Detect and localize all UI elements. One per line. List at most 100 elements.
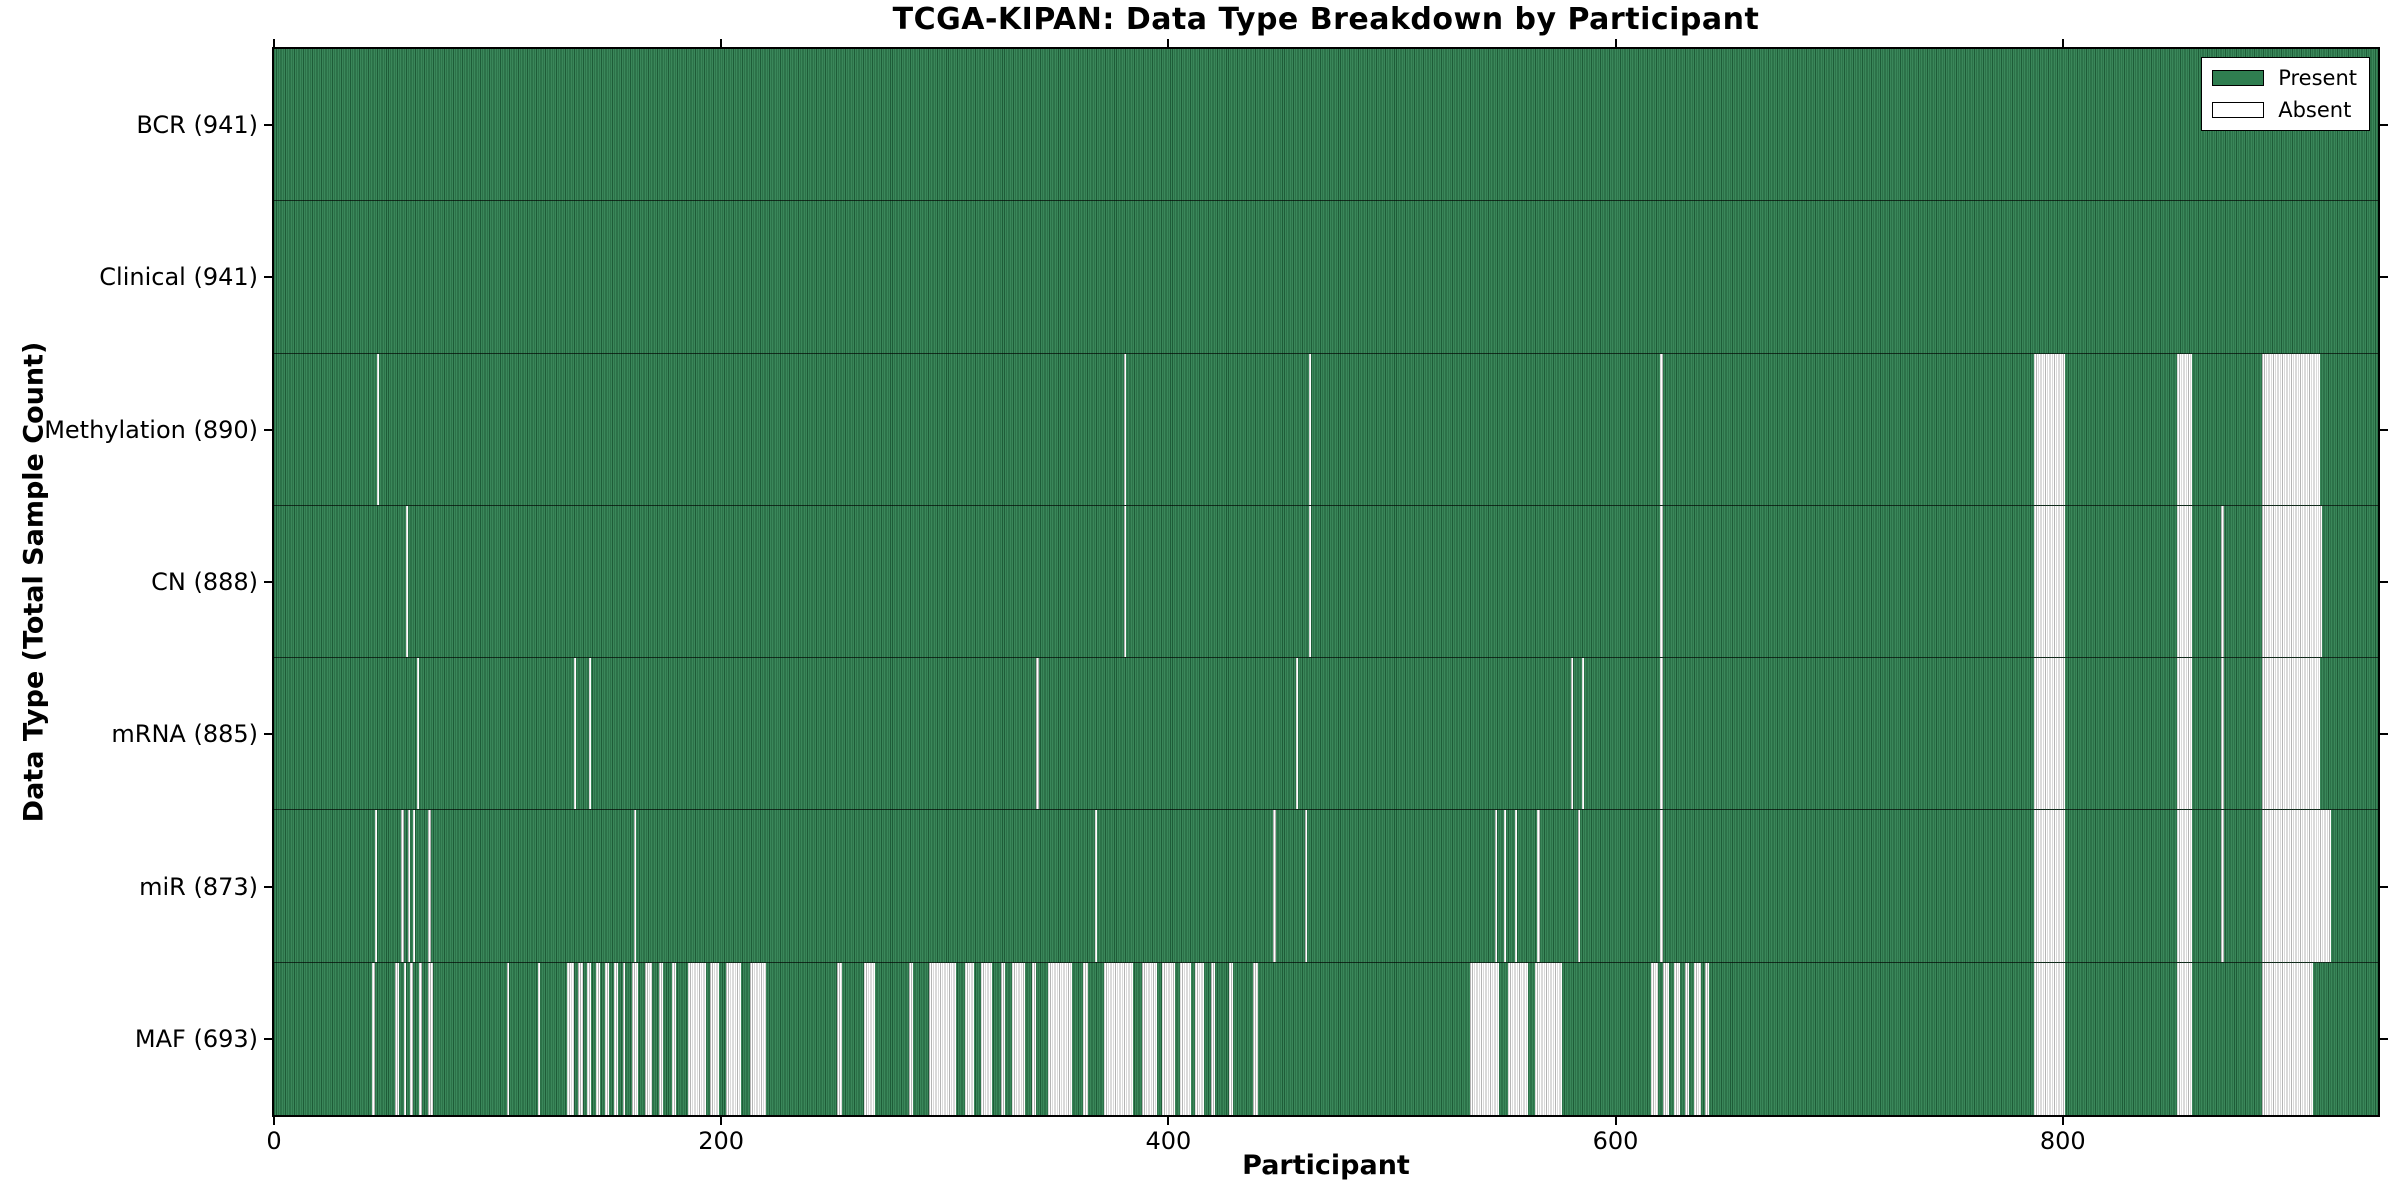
x-tick-label: 400 — [1145, 1127, 1192, 1155]
x-tick-mark — [1167, 39, 1170, 47]
absent-segment — [412, 810, 415, 962]
absent-segment — [1094, 810, 1097, 962]
absent-segment — [631, 962, 639, 1115]
x-tick-label: 800 — [2039, 1127, 2086, 1155]
absent-segment — [405, 505, 409, 658]
absent-segment — [1508, 962, 1529, 1115]
absent-segment — [837, 962, 842, 1115]
absent-segment — [566, 962, 574, 1115]
y-tick-mark — [2380, 276, 2388, 279]
absent-segment — [1103, 962, 1133, 1115]
legend-label-present: Present — [2278, 66, 2357, 90]
x-tick-mark — [1167, 1117, 1170, 1125]
absent-segment — [1662, 962, 1670, 1115]
data-type-row — [274, 810, 2378, 963]
absent-segment — [750, 962, 766, 1115]
absent-segment — [372, 962, 375, 1115]
plot-rows — [274, 49, 2378, 1115]
absent-segment — [1494, 810, 1498, 962]
absent-segment — [401, 810, 404, 962]
absent-segment — [573, 658, 576, 810]
absent-segment — [2033, 810, 2065, 962]
absent-segment — [1570, 658, 1574, 810]
absent-segment — [2176, 810, 2193, 962]
absent-segment — [1011, 962, 1026, 1115]
y-tick-mark — [264, 124, 272, 127]
y-tick-label: Methylation (890) — [44, 415, 258, 444]
chart-title: TCGA-KIPAN: Data Type Breakdown by Parti… — [892, 2, 1760, 37]
plot-area: Present Absent BCR (941) Clinical (941) Me… — [44, 39, 2388, 1155]
absent-segment — [2221, 658, 2224, 810]
absent-segment — [1141, 962, 1158, 1115]
y-tick-label: CN (888) — [151, 568, 258, 596]
absent-segment — [909, 962, 914, 1115]
absent-segment — [2261, 810, 2332, 962]
absent-segment — [613, 962, 619, 1115]
absent-segment — [2221, 810, 2224, 962]
y-tick-mark — [264, 885, 272, 888]
absent-segment — [2176, 658, 2193, 810]
y-tick-label: miR (873) — [139, 872, 258, 901]
absent-segment — [1503, 810, 1506, 962]
absent-segment — [1470, 962, 1500, 1115]
y-tick-mark — [264, 1037, 272, 1040]
absent-segment — [374, 810, 377, 962]
absent-segment — [589, 658, 592, 810]
absent-segment — [964, 962, 974, 1115]
absent-segment — [1036, 658, 1039, 810]
absent-segment — [1514, 810, 1518, 962]
absent-segment — [633, 810, 637, 962]
absent-segment — [587, 962, 592, 1115]
y-tick-mark — [264, 733, 272, 736]
absent-segment — [2176, 353, 2193, 505]
legend-label-absent: Absent — [2278, 98, 2352, 122]
x-tick-label: 200 — [698, 1127, 745, 1155]
absent-segment — [2176, 505, 2193, 658]
absent-segment — [2033, 658, 2065, 810]
y-tick-mark — [2380, 124, 2388, 127]
absent-segment — [1210, 962, 1216, 1115]
absent-segment — [1253, 962, 1258, 1115]
absent-segment — [710, 962, 719, 1115]
absent-segment — [1228, 962, 1234, 1115]
x-tick-mark — [720, 39, 723, 47]
absent-segment — [1195, 962, 1205, 1115]
absent-segment — [1000, 962, 1006, 1115]
x-tick-mark — [2061, 1117, 2064, 1125]
absent-segment — [376, 353, 380, 505]
absent-segment — [2033, 505, 2065, 658]
absent-segment — [2261, 962, 2314, 1115]
data-type-row — [274, 49, 2378, 202]
data-type-row — [274, 201, 2378, 354]
absent-segment — [417, 658, 420, 810]
absent-segment — [2033, 962, 2065, 1115]
x-tick-mark — [2061, 39, 2064, 47]
y-axis-label: Data Type (Total Sample Count) — [18, 341, 50, 823]
y-tick-mark — [264, 428, 272, 431]
data-type-row — [274, 658, 2378, 811]
absent-segment — [2261, 658, 2320, 810]
absent-segment — [929, 962, 956, 1115]
y-tick-mark — [2380, 733, 2388, 736]
legend-entry-absent: Absent — [2212, 98, 2357, 122]
absent-segment — [1582, 658, 1585, 810]
absent-segment — [1693, 962, 1701, 1115]
y-tick-label: MAF (693) — [134, 1024, 258, 1053]
x-axis-label: Participant — [1242, 1150, 1410, 1181]
absent-segment — [1660, 658, 1663, 810]
x-tick-mark — [273, 1117, 275, 1125]
absent-segment — [604, 962, 610, 1115]
y-tick-mark — [2380, 1037, 2388, 1040]
absent-segment — [1273, 810, 1276, 962]
legend-swatch-present — [2212, 70, 2265, 86]
absent-segment — [1704, 962, 1710, 1115]
absent-segment — [1123, 505, 1126, 658]
absent-segment — [1660, 505, 1663, 658]
x-tick-mark — [1614, 39, 1617, 47]
absent-segment — [1309, 505, 1312, 658]
x-tick-mark — [1614, 1117, 1617, 1125]
absent-segment — [725, 962, 742, 1115]
data-type-row — [274, 505, 2378, 659]
data-type-row — [274, 353, 2378, 506]
x-tick-label: 600 — [1592, 1127, 1639, 1155]
